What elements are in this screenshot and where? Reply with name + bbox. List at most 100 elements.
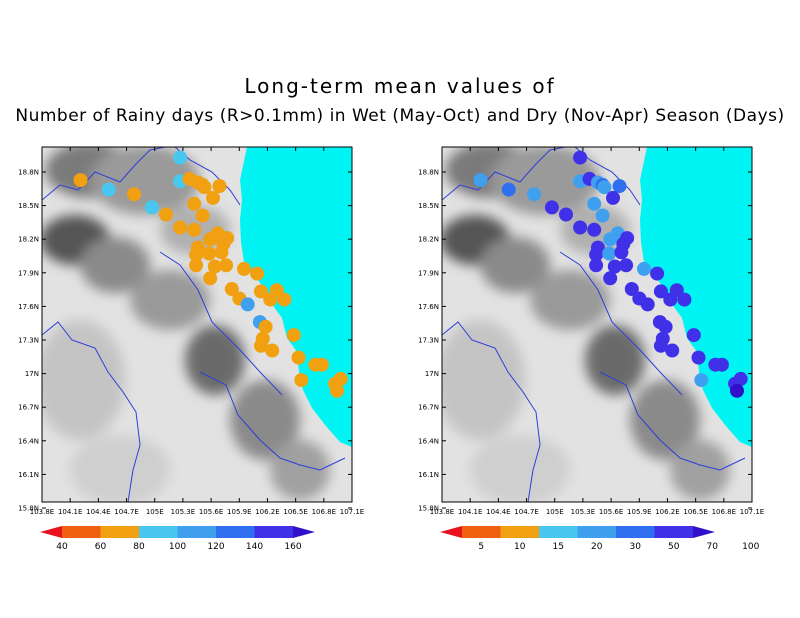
station-marker <box>250 266 265 281</box>
station-marker <box>653 338 668 353</box>
y-tick-label: 15.8N <box>18 505 39 513</box>
legend-label: 60 <box>95 542 107 552</box>
station-marker <box>658 319 673 334</box>
station-marker <box>733 371 748 386</box>
station-marker <box>101 182 116 197</box>
x-tick-label: 106.8E <box>312 508 336 516</box>
panel-dry-season: 103.8E 104.1E 104.4E 104.7E 105E 105.3E 105.6E… <box>418 146 764 552</box>
x-tick-label: 103.8E <box>430 508 454 516</box>
station-marker <box>291 350 306 365</box>
station-marker <box>203 271 218 286</box>
x-tick-label: 105.3E <box>171 508 195 516</box>
dry-basemap <box>442 147 752 502</box>
station-marker <box>573 150 588 165</box>
axis-ticks-dry: 103.8E 104.1E 104.4E 104.7E 105E 105.3E 105.6E… <box>418 147 764 516</box>
station-marker <box>559 207 573 222</box>
sea-area <box>640 147 752 447</box>
x-tick-label: 106.5E <box>283 508 307 516</box>
y-tick-label: 17.6N <box>418 303 439 311</box>
station-marker <box>173 150 188 165</box>
legend-label: 140 <box>246 542 263 552</box>
y-tick-label: 18.5N <box>18 202 39 210</box>
x-tick-label: 105.9E <box>627 508 651 516</box>
station-marker <box>527 187 542 202</box>
x-tick-label: 105E <box>146 508 164 516</box>
station-marker <box>612 179 627 194</box>
x-tick-label: 106.8E <box>712 508 736 516</box>
x-tick-label: 106.2E <box>255 508 279 516</box>
station-marker <box>663 292 678 307</box>
station-marker <box>589 247 604 262</box>
station-marker <box>640 297 655 312</box>
station-marker <box>240 297 255 312</box>
y-tick-label: 17.6N <box>18 303 39 311</box>
legend-dry: 5 10 15 20 30 50 70 100 <box>440 526 760 552</box>
y-tick-label: 18.8N <box>418 169 439 177</box>
station-marker <box>277 292 292 307</box>
legend-swatch <box>254 526 293 538</box>
legend-swatch <box>654 526 693 538</box>
station-marker <box>314 357 329 372</box>
legend-label: 10 <box>514 542 526 552</box>
station-marker <box>473 173 488 188</box>
legend-swatch <box>539 526 578 538</box>
station-marker <box>614 245 629 260</box>
station-marker <box>294 373 309 388</box>
legend-swatch <box>216 526 255 538</box>
station-marker <box>333 371 348 386</box>
legend-label: 40 <box>56 542 68 552</box>
legend-arrow-left <box>440 526 462 538</box>
station-marker <box>686 328 701 343</box>
legend-swatch <box>577 526 616 538</box>
legend-swatch <box>62 526 101 538</box>
map-subtitle: Number of Rainy days (R>0.1mm) in Wet (M… <box>15 106 785 126</box>
panel-wet-season: 103.8E 104.1E 104.4E 104.7E 105E 105.3E 105.6E… <box>18 146 364 552</box>
station-marker <box>691 350 706 365</box>
y-tick-label: 16.1N <box>418 471 439 479</box>
station-marker <box>202 246 217 261</box>
x-tick-label: 105.6E <box>599 508 623 516</box>
station-marker <box>219 258 234 273</box>
station-marker <box>286 328 301 343</box>
y-tick-label: 18.2N <box>18 236 39 244</box>
rivers-borders <box>442 147 746 502</box>
legend-label: 80 <box>133 542 145 552</box>
station-marker <box>501 182 516 197</box>
legend-swatch <box>616 526 655 538</box>
wet-basemap <box>42 147 352 502</box>
x-tick-label: 105E <box>546 508 564 516</box>
x-tick-label: 104.4E <box>486 508 510 516</box>
legend-label: 100 <box>742 542 759 552</box>
legend-swatch <box>139 526 178 538</box>
x-tick-label: 103.8E <box>30 508 54 516</box>
y-tick-label: 17N <box>425 370 439 378</box>
station-marker <box>195 208 210 223</box>
sea-area <box>240 147 352 447</box>
station-marker <box>730 383 744 398</box>
y-tick-label: 17.9N <box>18 269 39 277</box>
y-tick-label: 16.4N <box>18 437 39 445</box>
station-marker <box>607 259 622 274</box>
x-tick-label: 106.5E <box>683 508 707 516</box>
x-tick-label: 104.7E <box>114 508 138 516</box>
station-marker <box>220 231 235 246</box>
x-tick-label: 104.4E <box>86 508 110 516</box>
station-marker <box>265 343 280 358</box>
station-marker <box>197 180 212 195</box>
legend-label: 5 <box>478 542 484 552</box>
station-marker <box>206 190 220 205</box>
station-marker <box>237 261 251 276</box>
legend-label: 100 <box>169 542 186 552</box>
station-marker <box>603 271 618 286</box>
station-marker <box>544 200 559 215</box>
station-marker <box>127 187 142 202</box>
legend-swatch <box>500 526 539 538</box>
station-marker <box>207 259 222 274</box>
station-marker <box>597 180 612 195</box>
station-marker <box>253 284 268 299</box>
y-tick-label: 17N <box>25 370 39 378</box>
y-tick-label: 17.3N <box>418 337 439 345</box>
legend-label: 160 <box>284 542 301 552</box>
station-marker <box>589 258 604 273</box>
station-marker <box>653 284 668 299</box>
